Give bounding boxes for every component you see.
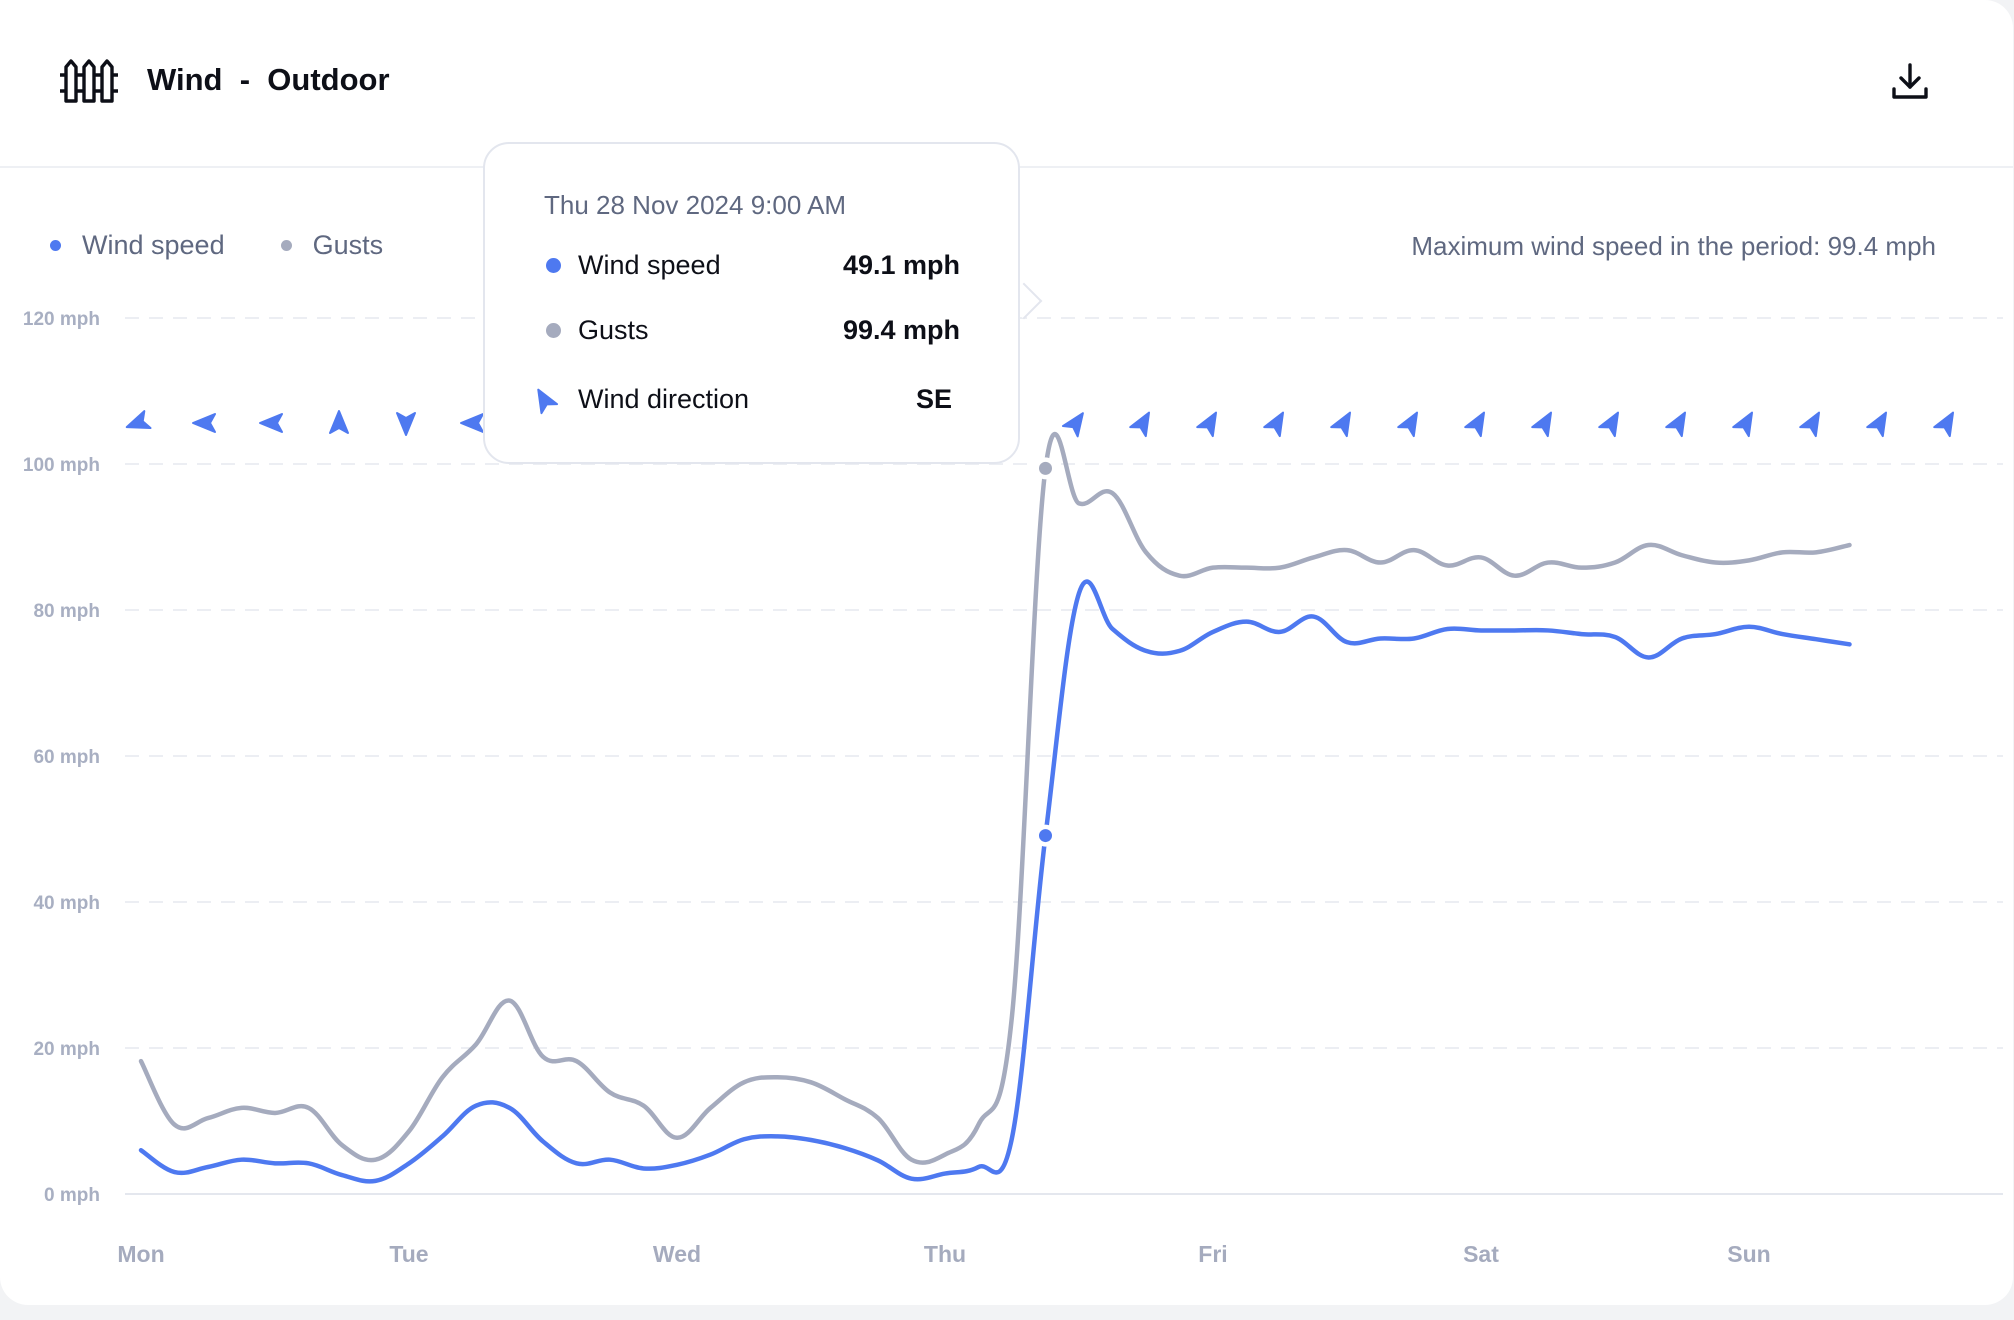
hover-markers bbox=[1034, 457, 1057, 847]
y-tick-label: 0 mph bbox=[44, 1185, 100, 1206]
wind-direction-arrow-icon bbox=[537, 388, 559, 415]
wind-direction-arrows bbox=[125, 408, 1954, 438]
tooltip-date: Thu 28 Nov 2024 9:00 AM bbox=[544, 190, 847, 220]
y-tick-label: 40 mph bbox=[33, 893, 100, 914]
download-icon[interactable] bbox=[1888, 60, 1932, 104]
series-lines bbox=[138, 432, 1852, 1184]
tooltip-value: SE bbox=[915, 384, 952, 414]
wind-direction-arrow bbox=[1129, 411, 1150, 438]
x-tick-label: Tue bbox=[389, 1241, 428, 1267]
y-tick-label: 60 mph bbox=[33, 747, 100, 768]
x-tick-label: Sat bbox=[1463, 1241, 1499, 1267]
chart-tooltip: Thu 28 Nov 2024 9:00 AM Wind speed 49.1 … bbox=[483, 142, 1020, 464]
wind-direction-arrow bbox=[396, 412, 416, 436]
wind-direction-arrow bbox=[1732, 411, 1753, 438]
wind-direction-arrow bbox=[1598, 411, 1619, 438]
legend-label: Wind speed bbox=[82, 230, 225, 260]
title-separator: - bbox=[239, 62, 251, 97]
y-tick-label: 120 mph bbox=[23, 309, 100, 330]
wind-direction-arrow bbox=[1397, 411, 1418, 438]
x-tick-label: Wed bbox=[653, 1241, 701, 1267]
x-tick-label: Mon bbox=[117, 1241, 164, 1267]
gusts-line[interactable] bbox=[138, 432, 1852, 1165]
legend-label: Gusts bbox=[312, 230, 384, 260]
gusts-hover-point bbox=[1039, 461, 1052, 475]
title-location: Outdoor bbox=[267, 62, 390, 97]
wind-direction-arrow bbox=[1933, 411, 1954, 438]
wind-direction-arrow bbox=[259, 413, 283, 433]
tooltip-label: Gusts bbox=[578, 315, 649, 345]
tooltip-row-gusts: Gusts 99.4 mph bbox=[485, 313, 1018, 347]
legend-item-gusts[interactable]: Gusts bbox=[280, 230, 384, 261]
wind-direction-arrow bbox=[460, 413, 484, 433]
title-main: Wind bbox=[147, 62, 223, 97]
gusts-dot-icon bbox=[546, 323, 561, 338]
chart-legend: Wind speed Gusts bbox=[50, 230, 439, 261]
wind-speed-dot-icon bbox=[546, 258, 561, 273]
wind-direction-arrow bbox=[329, 410, 349, 434]
y-tick-label: 20 mph bbox=[33, 1039, 100, 1060]
y-tick-label: 80 mph bbox=[33, 601, 100, 622]
wind-direction-arrow bbox=[1665, 411, 1686, 438]
wind-direction-arrow bbox=[1061, 412, 1084, 438]
wind-direction-arrow bbox=[1866, 411, 1887, 438]
tooltip-value: 49.1 mph bbox=[842, 250, 960, 280]
y-tick-label: 100 mph bbox=[23, 455, 100, 476]
grid-lines bbox=[125, 317, 2003, 1195]
tooltip-row-wind-speed: Wind speed 49.1 mph bbox=[485, 248, 1018, 282]
wind-direction-arrow bbox=[1263, 411, 1284, 438]
tooltip-label: Wind speed bbox=[578, 250, 721, 280]
wind-direction-arrow bbox=[1330, 411, 1351, 438]
max-wind-value: 99.4 mph bbox=[1827, 231, 1936, 261]
card-title: Wind - Outdoor bbox=[147, 62, 390, 98]
x-tick-label: Fri bbox=[1198, 1241, 1227, 1267]
max-wind-summary: Maximum wind speed in the period: 99.4 m… bbox=[1411, 231, 1936, 262]
x-axis-ticks: Mon Tue Wed Thu Fri Sat Sun bbox=[117, 1241, 1770, 1267]
tooltip-row-wind-direction: Wind direction SE bbox=[485, 382, 1018, 416]
x-tick-label: Thu bbox=[924, 1241, 966, 1267]
legend-item-wind-speed[interactable]: Wind speed bbox=[50, 230, 225, 261]
wind-speed-dot-icon bbox=[50, 240, 61, 251]
wind-speed-line[interactable] bbox=[138, 579, 1852, 1184]
wind-direction-arrow bbox=[192, 413, 216, 433]
wind-direction-arrow bbox=[1799, 411, 1820, 438]
max-wind-label: Maximum wind speed in the period: bbox=[1411, 231, 1821, 261]
wind-direction-arrow bbox=[125, 410, 152, 430]
gusts-dot-icon bbox=[280, 240, 292, 251]
wind-direction-arrow bbox=[1531, 411, 1552, 438]
wind-direction-arrow bbox=[1464, 411, 1485, 438]
x-tick-label: Sun bbox=[1727, 1241, 1770, 1267]
tooltip-label: Wind direction bbox=[578, 384, 750, 414]
tooltip-value: 99.4 mph bbox=[842, 315, 960, 345]
wind-speed-hover-point bbox=[1039, 829, 1052, 843]
wind-direction-arrow bbox=[1196, 411, 1217, 438]
fence-icon bbox=[60, 59, 118, 103]
y-axis-ticks: 0 mph 20 mph 40 mph 60 mph 80 mph 100 mph 120 … bbox=[23, 309, 100, 1206]
